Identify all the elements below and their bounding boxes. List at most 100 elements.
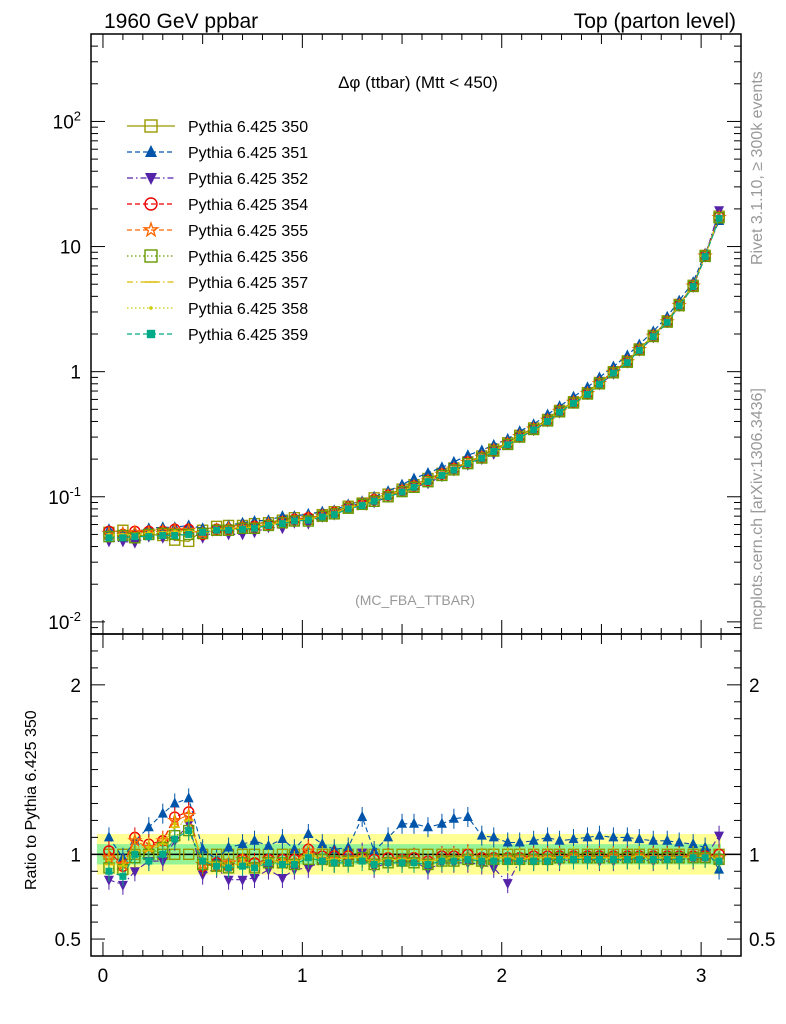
legend-item: Pythia 6.425 358 <box>127 301 308 318</box>
legend-item: Pythia 6.425 354 <box>127 197 308 214</box>
ratio-data-point <box>583 855 591 863</box>
ratio-data-point <box>370 860 378 868</box>
data-point <box>239 525 247 533</box>
data-point <box>105 534 113 542</box>
legend-marker <box>146 329 156 339</box>
ratio-y-axis-label: Ratio to Pythia 6.425 350 <box>23 710 40 890</box>
ratio-data-point <box>714 831 725 842</box>
ratio-data-point <box>516 857 524 865</box>
data-point <box>595 380 603 388</box>
data-point <box>410 483 418 491</box>
data-point <box>169 528 181 541</box>
data-point <box>103 530 115 543</box>
ratio-data-point <box>239 862 247 870</box>
header-right: Top (parton level) <box>574 10 736 33</box>
ratio-data-point <box>159 850 167 858</box>
ratio-data-point <box>530 857 538 865</box>
ratio-x-tick-label: 1 <box>297 966 308 987</box>
ratio-data-point <box>105 867 113 875</box>
data-point <box>450 466 458 474</box>
analysis-label: (MC_FBA_TTBAR) <box>355 592 475 608</box>
ratio-data-point <box>249 834 260 845</box>
data-point <box>159 532 167 540</box>
ratio-data-point <box>595 855 603 863</box>
ratio-data-point <box>147 845 151 850</box>
data-point <box>570 399 578 407</box>
data-point <box>408 481 420 494</box>
ratio-data-point <box>131 850 139 858</box>
legend-marker <box>142 220 160 238</box>
data-point <box>609 369 617 377</box>
ratio-data-point <box>528 834 539 845</box>
legend-marker <box>149 306 153 310</box>
data-point <box>424 478 432 486</box>
data-point <box>131 533 139 541</box>
legend-marker <box>144 197 158 211</box>
ratio-data-point <box>213 862 221 870</box>
ratio-data-point <box>277 874 288 885</box>
plot-title: Δφ (ttbar) (Mtt < 450) <box>338 73 498 92</box>
legend-item: Pythia 6.425 355 <box>127 220 308 240</box>
ratio-data-point <box>225 864 233 872</box>
ratio-data-point <box>383 831 394 842</box>
ratio-data-point <box>384 859 392 867</box>
ratio-data-point <box>689 854 697 862</box>
main-y-tick-label: 10-2 <box>48 609 81 634</box>
data-point <box>635 346 643 354</box>
ratio-data-point <box>171 835 179 843</box>
main-y-tick-label: 1 <box>70 363 81 384</box>
ratio-data-point <box>675 855 683 863</box>
ratio-data-point <box>570 855 578 863</box>
ratio-data-point <box>303 827 314 838</box>
ratio-data-point <box>701 854 709 862</box>
ratio-data-point <box>143 821 154 832</box>
ratio-data-point <box>410 859 418 867</box>
data-point <box>675 302 683 310</box>
legend-label: Pythia 6.425 355 <box>188 223 308 240</box>
rivet-version-label: Rivet 3.1.10, ≥ 300k events <box>749 71 766 265</box>
legend-marker <box>144 119 158 133</box>
ratio-data-point <box>358 857 366 865</box>
data-point <box>422 475 434 488</box>
data-point <box>250 524 258 532</box>
ratio-data-point <box>663 855 671 863</box>
data-point <box>262 519 275 532</box>
ratio-data-point <box>185 827 193 835</box>
main-y-tick-exponent: -2 <box>69 609 81 624</box>
ratio-data-point <box>183 792 194 803</box>
ratio-data-point <box>608 831 619 842</box>
ratio-data-point <box>264 859 272 867</box>
main-y-tick-label: 102 <box>53 108 81 133</box>
ratio-data-point <box>357 811 368 822</box>
series-pythia-6.425-359 <box>105 214 723 542</box>
ratio-data-point <box>237 838 248 849</box>
data-point <box>384 493 392 501</box>
ratio-y-tick-label-right: 1 <box>749 845 760 866</box>
ratio-data-point <box>157 807 168 818</box>
data-point <box>199 528 207 536</box>
ratio-data-point <box>277 833 288 844</box>
data-point <box>225 526 233 534</box>
legend-marker <box>145 145 157 157</box>
legend-item: Pythia 6.425 356 <box>127 249 308 266</box>
legend-item: Pythia 6.425 351 <box>127 145 308 162</box>
main-y-tick-exponent: 2 <box>74 108 81 123</box>
ratio-data-point <box>422 821 433 832</box>
ratio-x-tick-label: 2 <box>496 966 507 987</box>
ratio-data-point <box>237 875 248 886</box>
ratio-data-point <box>502 879 513 890</box>
ratio-data-point <box>502 836 513 847</box>
data-point <box>288 515 301 527</box>
data-point <box>478 454 486 462</box>
ratio-data-point <box>556 855 564 863</box>
ratio-data-point <box>317 838 328 849</box>
series-line <box>108 218 720 539</box>
ratio-data-point <box>488 831 499 842</box>
legend-label: Pythia 6.425 357 <box>188 275 308 292</box>
ratio-data-point <box>197 843 208 854</box>
legend-label: Pythia 6.425 356 <box>188 249 308 266</box>
data-point <box>663 318 671 326</box>
ratio-data-point <box>594 829 605 840</box>
ratio-data-point <box>568 833 579 844</box>
ratio-data-point <box>186 818 191 823</box>
